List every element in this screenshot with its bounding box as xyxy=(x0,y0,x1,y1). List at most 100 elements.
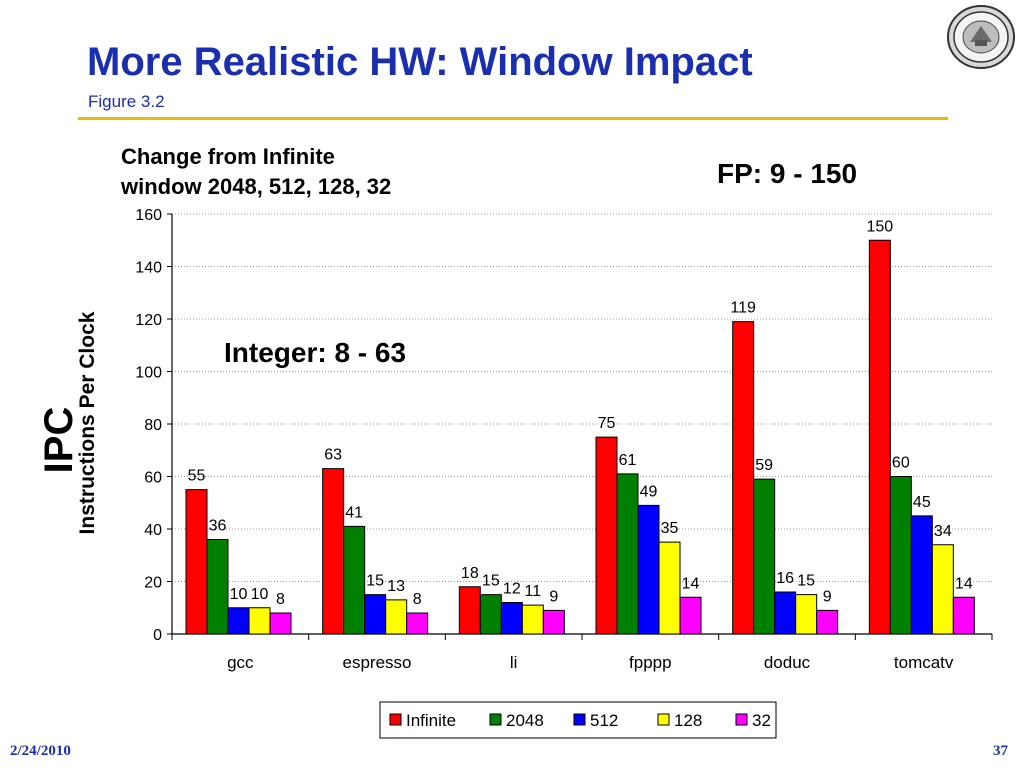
y-tick-label: 60 xyxy=(144,470,162,487)
legend-label: Infinite xyxy=(406,711,456,730)
y-tick-label: 80 xyxy=(144,417,162,434)
bar xyxy=(816,609,839,635)
bar xyxy=(206,539,229,635)
axes: 0 20 40 60 80 100 120 140 160 gcc espresso li fpppp d… xyxy=(135,207,993,672)
data-label: 10 xyxy=(230,586,248,603)
data-label: 41 xyxy=(345,504,363,521)
title-divider xyxy=(78,117,948,120)
data-label: 63 xyxy=(324,447,342,464)
annotation-change-line2: window 2048, 512, 128, 32 xyxy=(120,174,391,199)
data-label: 35 xyxy=(661,520,679,537)
data-label: 75 xyxy=(598,415,616,432)
bar xyxy=(406,612,429,635)
bar xyxy=(269,612,292,635)
bar xyxy=(385,599,408,635)
x-tick-label: tomcatv xyxy=(894,653,954,672)
data-label: 119 xyxy=(730,300,756,317)
slide-page-number: 37 xyxy=(993,743,1008,759)
y-tick-label: 100 xyxy=(135,365,162,382)
bar xyxy=(521,604,544,635)
data-label: 15 xyxy=(366,573,384,590)
bar xyxy=(952,596,975,635)
data-label: 61 xyxy=(619,452,637,469)
x-tick-label: fpppp xyxy=(629,653,672,672)
bar xyxy=(185,489,208,635)
bar xyxy=(931,544,954,635)
university-seal-logo xyxy=(947,5,1015,69)
data-label: 11 xyxy=(525,583,542,600)
bar xyxy=(364,594,387,635)
data-label: 8 xyxy=(276,591,285,608)
y-tick-label: 40 xyxy=(144,522,162,539)
data-label: 15 xyxy=(482,573,500,590)
y-tick-label: 120 xyxy=(135,312,162,329)
bar xyxy=(248,607,271,635)
y-tick-label: 140 xyxy=(135,260,162,277)
bars xyxy=(185,239,975,635)
data-label: 18 xyxy=(461,565,479,582)
data-label: 49 xyxy=(640,483,658,500)
y-tick-label: 0 xyxy=(153,627,162,644)
legend-label: 512 xyxy=(590,711,618,730)
bar xyxy=(889,476,912,635)
data-label: 36 xyxy=(209,518,227,535)
legend-label: 128 xyxy=(674,711,702,730)
x-tick-label: doduc xyxy=(764,653,811,672)
bar xyxy=(910,515,933,635)
bar xyxy=(542,609,565,635)
bar xyxy=(732,321,755,635)
bar xyxy=(500,602,523,635)
bar xyxy=(595,436,618,635)
data-label: 12 xyxy=(503,581,521,598)
data-label: 9 xyxy=(823,588,832,605)
data-label: 13 xyxy=(387,578,405,595)
bar xyxy=(658,541,681,635)
legend-swatch xyxy=(489,713,502,726)
slide-title: More Realistic HW: Window Impact xyxy=(87,40,753,84)
x-tick-label: espresso xyxy=(343,653,412,672)
bar xyxy=(679,596,702,635)
legend-swatch xyxy=(573,713,586,726)
data-label: 8 xyxy=(413,591,422,608)
bar xyxy=(753,478,776,635)
bar xyxy=(795,594,818,635)
data-label: 55 xyxy=(188,468,206,485)
data-label: 60 xyxy=(892,455,910,472)
legend-swatch xyxy=(735,713,748,726)
slide-subtitle: Figure 3.2 xyxy=(88,92,165,111)
data-label: 10 xyxy=(251,586,269,603)
data-label: 9 xyxy=(549,588,558,605)
data-label: 15 xyxy=(797,573,815,590)
bar xyxy=(868,239,891,635)
y-axis-label-large: IPC xyxy=(37,407,81,474)
x-tick-label: gcc xyxy=(227,653,254,672)
bar xyxy=(227,607,250,635)
bar xyxy=(343,525,366,635)
data-label: 34 xyxy=(934,523,952,540)
slide-date: 2/24/2010 xyxy=(10,743,71,759)
data-label: 45 xyxy=(913,494,931,511)
x-tick-label: li xyxy=(510,653,518,672)
annotation-integer-range: Integer: 8 - 63 xyxy=(224,337,406,368)
y-tick-label: 20 xyxy=(144,575,162,592)
legend-label: 2048 xyxy=(506,711,544,730)
annotation-change-line1: Change from Infinite xyxy=(121,144,335,169)
legend-swatch xyxy=(389,713,402,726)
legend-swatch xyxy=(657,713,670,726)
bar xyxy=(458,586,481,635)
legend-label: 32 xyxy=(752,711,771,730)
data-label: 14 xyxy=(955,575,973,592)
data-label: 16 xyxy=(776,570,794,587)
legend: Infinite 2048 512 128 32 xyxy=(379,701,777,739)
y-axis-label-small: Instructions Per Clock xyxy=(76,311,99,534)
data-label: 150 xyxy=(866,218,893,235)
data-label: 14 xyxy=(682,575,700,592)
bar xyxy=(774,591,797,635)
bar xyxy=(479,594,502,635)
data-label: 59 xyxy=(755,457,773,474)
bar xyxy=(616,473,639,635)
bar xyxy=(322,468,345,635)
annotation-fp-range: FP: 9 - 150 xyxy=(717,158,857,189)
